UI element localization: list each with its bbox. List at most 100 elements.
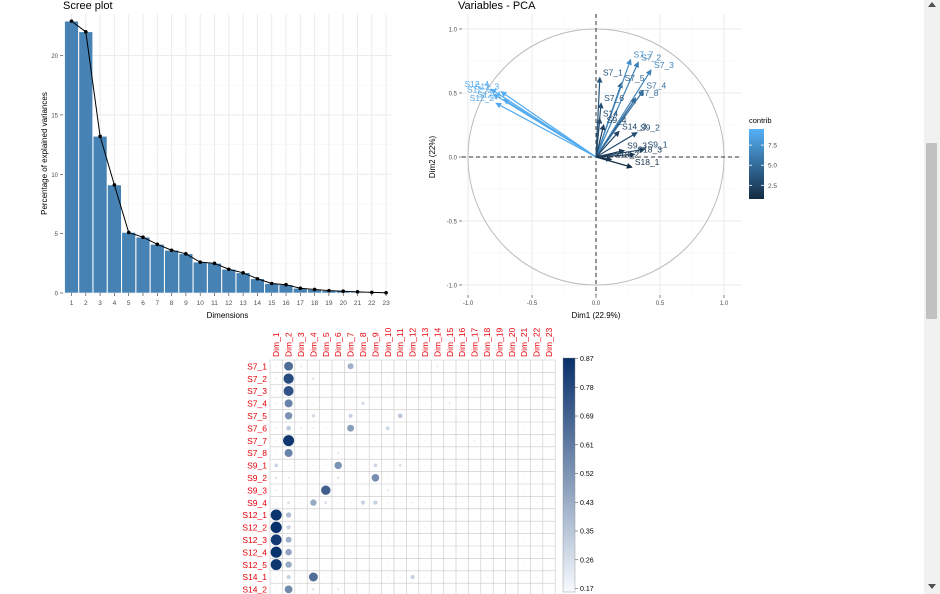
corr-row-label: S9_2 xyxy=(247,473,267,483)
corr-cell-circle xyxy=(461,576,464,578)
corr-cell-circle xyxy=(324,501,328,505)
pca-variable-label: S14 xyxy=(603,109,618,119)
corr-cell-circle xyxy=(399,365,402,367)
corr-cell-circle xyxy=(283,373,294,384)
corr-cell-circle xyxy=(284,412,293,420)
corr-cell-circle xyxy=(486,551,488,553)
corr-cell-circle xyxy=(535,489,538,491)
corr-cell-circle xyxy=(362,551,364,553)
corr-cell-circle xyxy=(535,390,538,392)
corr-cell-circle xyxy=(486,439,488,442)
scroll-down-arrow-icon[interactable] xyxy=(928,584,936,589)
pca-variable-arrow xyxy=(595,148,626,158)
corr-row-label: S12_2 xyxy=(242,523,267,533)
corr-cell-circle xyxy=(374,576,377,578)
scrollbar-thumb[interactable] xyxy=(926,143,937,319)
corr-cell-circle xyxy=(374,377,377,380)
corr-cell-circle xyxy=(424,551,426,553)
corr-cell-circle xyxy=(325,402,327,405)
corr-cell-circle xyxy=(300,588,302,591)
corr-cell-circle xyxy=(523,390,525,392)
corr-cell-circle xyxy=(270,546,282,558)
corr-cell-circle xyxy=(424,427,426,429)
corr-cell-circle xyxy=(299,427,303,430)
corr-cell-circle xyxy=(374,402,377,405)
corr-cell-circle xyxy=(325,390,327,392)
corr-cell-circle xyxy=(387,415,389,417)
corr-cell-circle xyxy=(535,365,538,367)
scree-x-axis-label: Dimensions xyxy=(207,311,249,320)
corr-cell-circle xyxy=(387,563,389,566)
corr-cell-circle xyxy=(275,588,278,591)
corr-cell-circle xyxy=(411,414,414,417)
corr-cell-circle xyxy=(275,439,278,442)
corr-row-label: S7_4 xyxy=(247,399,267,409)
pca-y-tick-label: 0.5 xyxy=(449,92,458,98)
corr-colorbar-tick-label: 0.87 xyxy=(580,356,594,363)
corr-cell-circle xyxy=(312,365,315,368)
corr-cell-circle xyxy=(399,489,402,491)
corr-cell-circle xyxy=(312,439,315,442)
corr-cell-circle xyxy=(449,489,451,491)
corr-cell-circle xyxy=(411,402,414,405)
scree-point xyxy=(370,290,374,295)
corr-cell-circle xyxy=(286,574,291,580)
corr-column-label: Dim_2 xyxy=(284,332,294,357)
corr-cell-circle xyxy=(312,539,315,541)
corr-cell-circle xyxy=(498,514,501,516)
corr-cell-circle xyxy=(449,576,451,578)
corr-cell-circle xyxy=(511,390,513,392)
corr-column-label: Dim_15 xyxy=(445,327,455,357)
corr-cell-circle xyxy=(349,489,352,491)
corr-cell-circle xyxy=(498,501,501,504)
corr-column-label: Dim_12 xyxy=(408,327,418,357)
corr-cell-circle xyxy=(310,499,317,506)
scree-point xyxy=(212,261,217,266)
corr-cell-circle xyxy=(312,588,315,591)
corr-cell-circle xyxy=(374,563,377,566)
corr-cell-circle xyxy=(300,514,302,516)
corr-cell-circle xyxy=(387,390,389,392)
scroll-up-arrow-icon[interactable] xyxy=(928,2,936,7)
correlation-plot: Dim_1 Dim_2 Dim_3 Dim_4 Dim_5 Dim_6 Dim_7 Dim_8… xyxy=(242,327,594,594)
scree-x-tick-label: 23 xyxy=(382,300,390,307)
scree-bar xyxy=(221,268,236,294)
pca-variable-arrow xyxy=(595,124,606,158)
corr-cell-circle xyxy=(461,365,464,368)
scree-x-tick-label: 21 xyxy=(354,300,362,307)
corr-cell-circle xyxy=(473,377,476,380)
corr-cell-circle xyxy=(548,464,550,467)
corr-cell-circle xyxy=(436,526,439,529)
corr-cell-circle xyxy=(424,563,426,566)
corr-cell-circle xyxy=(387,539,389,541)
corr-cell-circle xyxy=(362,452,364,454)
corr-cell-circle xyxy=(397,413,403,419)
corr-cell-circle xyxy=(511,526,513,529)
corr-cell-circle xyxy=(436,390,439,392)
corr-cell-circle xyxy=(486,452,488,454)
corr-cell-circle xyxy=(498,402,501,405)
corr-cell-circle xyxy=(325,588,327,591)
corr-cell-circle xyxy=(399,514,402,516)
pca-variable-arrow xyxy=(595,58,632,158)
corr-cell-circle xyxy=(312,476,315,479)
corr-cell-circle xyxy=(473,477,476,479)
corr-cell-circle xyxy=(473,526,476,529)
corr-cell-circle xyxy=(374,526,377,529)
corr-cell-circle xyxy=(337,576,340,578)
corr-row-label: S12_1 xyxy=(242,510,267,520)
corr-cell-circle xyxy=(399,427,402,429)
corr-cell-circle xyxy=(275,365,278,368)
pca-variable-label: S18_1 xyxy=(635,157,660,167)
corr-cell-circle xyxy=(349,563,352,566)
corr-cell-circle xyxy=(535,477,538,479)
corr-column-label: Dim_11 xyxy=(395,328,405,357)
corr-cell-circle xyxy=(312,526,315,529)
corr-cell-circle xyxy=(511,452,513,454)
corr-cell-circle xyxy=(511,427,513,429)
scree-x-tick-label: 10 xyxy=(197,300,205,307)
corr-cell-circle xyxy=(362,390,364,392)
corr-cell-circle xyxy=(486,563,488,566)
corr-cell-circle xyxy=(535,514,538,516)
scree-bar xyxy=(64,20,79,294)
